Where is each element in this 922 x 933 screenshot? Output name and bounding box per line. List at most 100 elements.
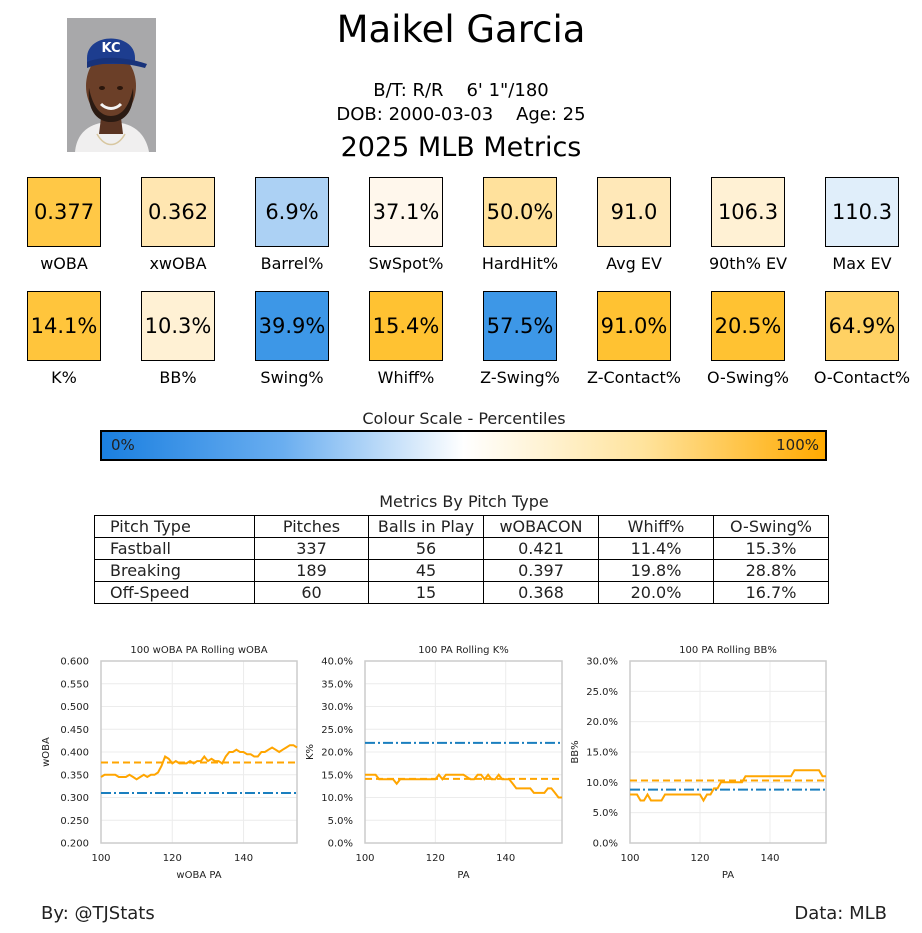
table-row: Breaking 189 45 0.397 19.8% 28.8% — [94, 559, 829, 582]
metric-tile-xwoba: 0.362 — [141, 177, 215, 247]
metric-tile-woba: 0.377 — [27, 177, 101, 247]
x-tick-label: 120 — [163, 853, 182, 864]
table-cell: Breaking — [94, 559, 255, 582]
y-axis-label: BB% — [570, 740, 581, 763]
metric-label: O-Swing% — [707, 368, 789, 387]
chart-title: 100 wOBA PA Rolling wOBA — [130, 645, 267, 656]
series-line — [100, 744, 298, 781]
x-tick-label: 120 — [690, 853, 709, 864]
metric-tile-o-swing-: 20.5% — [711, 291, 785, 361]
rolling-charts: 0.200 0.250 0.300 0.350 0.400 0.450 0.500 0.550… — [41, 645, 827, 881]
footer-source: Data: MLB — [794, 903, 887, 924]
metric-label: Barrel% — [260, 254, 324, 273]
metric-tile-max-ev: 110.3 — [825, 177, 899, 247]
table-cell: Off-Speed — [94, 581, 255, 604]
chart-title: 100 PA Rolling BB% — [679, 645, 777, 656]
y-tick-label: 30.0% — [586, 657, 618, 668]
plot-frame — [364, 660, 563, 844]
y-tick-label: 35.0% — [321, 679, 353, 690]
cap-logo: KC — [101, 41, 120, 56]
table-cell: 20.0% — [598, 581, 714, 604]
table-cell: 15 — [368, 581, 484, 604]
metric-label: Z-Swing% — [480, 368, 560, 387]
colour-scale-low: 0% — [111, 436, 135, 454]
metric-label: K% — [51, 368, 77, 387]
metric-label: SwSpot% — [368, 254, 444, 273]
metric-tile-z-contact-: 91.0% — [597, 291, 671, 361]
pitch-type-table: Pitch Type Pitches Balls in Play wOBACON Whi… — [94, 515, 829, 604]
table-cell: Fastball — [94, 537, 255, 560]
y-tick-label: 0.350 — [60, 770, 89, 781]
section-title: 2025 MLB Metrics — [340, 132, 582, 163]
y-tick-label: 20.0% — [586, 717, 618, 728]
metric-label: xwOBA — [149, 254, 207, 273]
x-tick-label: 140 — [760, 853, 779, 864]
y-tick-label: 15.0% — [586, 748, 618, 759]
metric-tile-90th-ev: 106.3 — [711, 177, 785, 247]
plot-frame — [629, 660, 827, 844]
x-axis-label: PA — [457, 870, 469, 881]
y-tick-label: 0.0% — [328, 839, 353, 850]
table-cell: 0.421 — [483, 537, 599, 560]
player-headshot: KC — [67, 18, 156, 152]
table-header-row: Pitch Type Pitches Balls in Play wOBACON Whi… — [94, 515, 829, 538]
x-axis-label: PA — [722, 870, 734, 881]
colour-scale-bar: 0% 100% — [100, 430, 827, 461]
chart-title: 100 PA Rolling K% — [418, 645, 509, 656]
table-cell: 56 — [368, 537, 484, 560]
table-cell: Pitch Type — [94, 515, 255, 538]
table-cell: 19.8% — [598, 559, 714, 582]
y-tick-label: 30.0% — [321, 702, 353, 713]
y-tick-label: 15.0% — [321, 770, 353, 781]
y-tick-label: 10.0% — [586, 778, 618, 789]
y-tick-label: 0.500 — [60, 702, 89, 713]
table-cell: 16.7% — [713, 581, 829, 604]
metric-tile-swspot-: 37.1% — [369, 177, 443, 247]
colour-scale-title: Colour Scale - Percentiles — [362, 409, 566, 428]
player-bio-line2: DOB: 2000-03-03 Age: 25 — [336, 104, 586, 125]
y-tick-label: 0.450 — [60, 725, 89, 736]
x-tick-label: 100 — [91, 853, 110, 864]
table-cell: 15.3% — [713, 537, 829, 560]
y-tick-label: 25.0% — [321, 725, 353, 736]
table-row: Off-Speed 60 15 0.368 20.0% 16.7% — [94, 581, 829, 604]
table-cell: 45 — [368, 559, 484, 582]
y-tick-label: 5.0% — [328, 816, 353, 827]
metric-label: HardHit% — [481, 254, 559, 273]
table-cell: 60 — [254, 581, 369, 604]
table-cell: 337 — [254, 537, 369, 560]
colour-scale-high: 100% — [776, 436, 819, 454]
y-tick-label: 5.0% — [593, 808, 618, 819]
metric-label: Max EV — [832, 254, 892, 273]
y-tick-label: 20.0% — [321, 748, 353, 759]
plot-frame — [100, 660, 298, 844]
x-tick-label: 140 — [496, 853, 515, 864]
table-cell: 0.397 — [483, 559, 599, 582]
metric-label: Z-Contact% — [587, 368, 681, 387]
metric-tile-whiff-: 15.4% — [369, 291, 443, 361]
x-axis-label: wOBA PA — [176, 870, 221, 881]
table-cell: Whiff% — [598, 515, 714, 538]
footer-credit: By: @TJStats — [41, 903, 155, 924]
series-line — [365, 773, 562, 799]
metric-tile-bb-: 10.3% — [141, 291, 215, 361]
y-tick-label: 25.0% — [586, 687, 618, 698]
metric-label: 90th% EV — [708, 254, 788, 273]
metric-tile-swing-: 39.9% — [255, 291, 329, 361]
table-row: Fastball 337 56 0.421 11.4% 15.3% — [94, 537, 829, 560]
player-name: Maikel Garcia — [336, 8, 586, 51]
y-tick-label: 10.0% — [321, 793, 353, 804]
metric-label: BB% — [159, 368, 197, 387]
metric-label: Swing% — [260, 368, 324, 387]
metric-tile-barrel-: 6.9% — [255, 177, 329, 247]
table-cell: Balls in Play — [368, 515, 484, 538]
series-line — [630, 769, 826, 803]
table-cell: 28.8% — [713, 559, 829, 582]
metric-label: wOBA — [40, 254, 88, 273]
table-cell: 0.368 — [483, 581, 599, 604]
table-cell: wOBACON — [483, 515, 599, 538]
y-tick-label: 0.300 — [60, 793, 89, 804]
metric-tile-k-: 14.1% — [27, 291, 101, 361]
player-bio-line1: B/T: R/R 6' 1"/180 — [373, 80, 549, 101]
table-cell: Pitches — [254, 515, 369, 538]
